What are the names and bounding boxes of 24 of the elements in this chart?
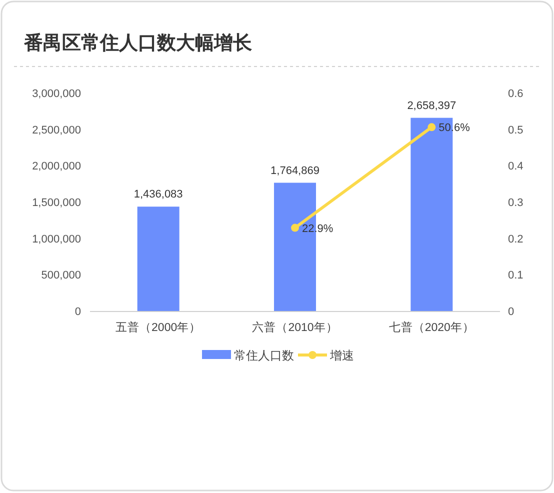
chart-title: 番禺区常住人口数大幅增长 bbox=[23, 32, 253, 54]
data-label: 1,764,869 bbox=[270, 164, 320, 177]
y2-tick-label: 0.4 bbox=[508, 160, 524, 173]
data-label: 1,436,083 bbox=[134, 188, 183, 201]
legend-label: 常住人口数 bbox=[234, 348, 294, 362]
x-tick-label: 七普（2020年） bbox=[388, 320, 474, 334]
y-tick-label: 2,000,000 bbox=[32, 160, 81, 173]
data-label: 2,658,397 bbox=[407, 100, 456, 112]
x-tick-label: 五普（2000年） bbox=[116, 320, 202, 334]
bar bbox=[137, 206, 180, 311]
y2-tick-label: 0 bbox=[508, 306, 514, 318]
y2-tick-label: 0.3 bbox=[508, 197, 524, 209]
y2-tick-label: 0.6 bbox=[508, 88, 524, 100]
y-tick-label: 1,500,000 bbox=[32, 197, 81, 209]
y2-tick-label: 0.1 bbox=[508, 270, 524, 282]
x-tick-label: 六普（2010年） bbox=[252, 320, 338, 334]
y2-tick-label: 0.2 bbox=[508, 233, 524, 246]
y-tick-label: 1,000,000 bbox=[32, 233, 81, 246]
y-tick-label: 2,500,000 bbox=[32, 124, 81, 136]
y-tick-label: 0 bbox=[74, 306, 81, 318]
legend-label: 增速 bbox=[329, 348, 354, 362]
y-tick-label: 3,000,000 bbox=[32, 88, 81, 100]
y2-tick-label: 0.5 bbox=[508, 124, 524, 136]
y-tick-label: 500,000 bbox=[41, 270, 81, 282]
